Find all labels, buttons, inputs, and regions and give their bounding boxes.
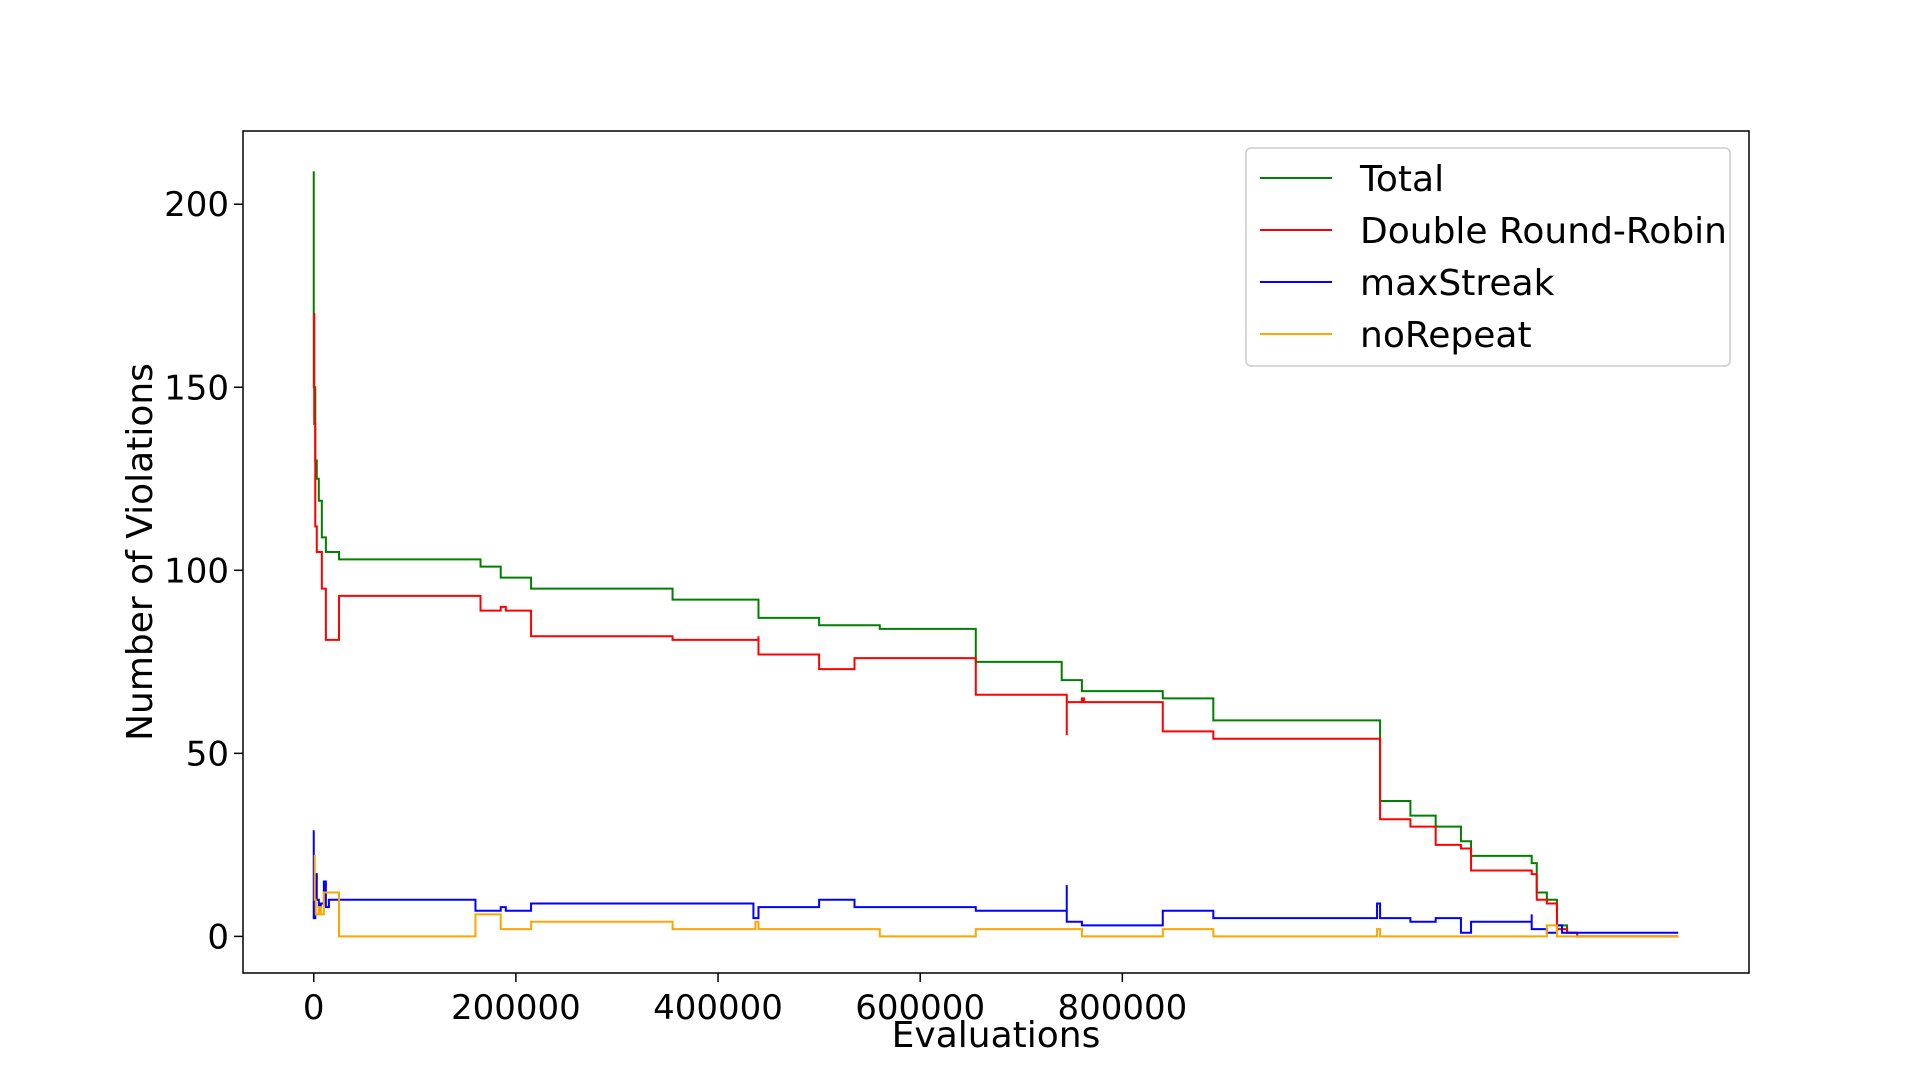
- x-axis-ticks: 0 200000 400000 600000 800000: [303, 973, 1187, 1028]
- series-line-maxstreak: [312, 830, 1679, 934]
- legend-box: [1245, 147, 1731, 367]
- y-axis-ticks: 0 50 100 150 200: [164, 185, 243, 957]
- x-tick-label: 0: [303, 988, 325, 1028]
- series-line-norepeat: [313, 854, 1679, 938]
- legend-label: Double Round-Robin: [1360, 211, 1727, 252]
- plot-frame: [242, 130, 1750, 974]
- x-tick-label: 800000: [1057, 988, 1187, 1028]
- series-line-total: [312, 171, 1679, 938]
- x-tick-label: 200000: [451, 988, 581, 1028]
- x-tick-label: 600000: [855, 988, 985, 1028]
- y-tick-label: 200: [164, 185, 229, 225]
- y-tick-label: 50: [186, 734, 229, 774]
- legend-label: Total: [1359, 159, 1444, 200]
- x-axis-label: Evaluations: [892, 1015, 1101, 1056]
- x-tick-label: 400000: [653, 988, 783, 1028]
- legend-label: maxStreak: [1360, 263, 1555, 304]
- y-axis-label: Number of Violations: [120, 363, 161, 741]
- legend: Total Double Round-Robin maxStreak noRepeat: [1245, 147, 1731, 367]
- y-tick-label: 0: [207, 917, 229, 957]
- y-tick-label: 100: [164, 551, 229, 591]
- legend-label: noRepeat: [1360, 315, 1532, 356]
- series-layer: [312, 171, 1679, 938]
- series-line-double-round-robin: [313, 313, 1679, 938]
- y-tick-label: 150: [164, 368, 229, 408]
